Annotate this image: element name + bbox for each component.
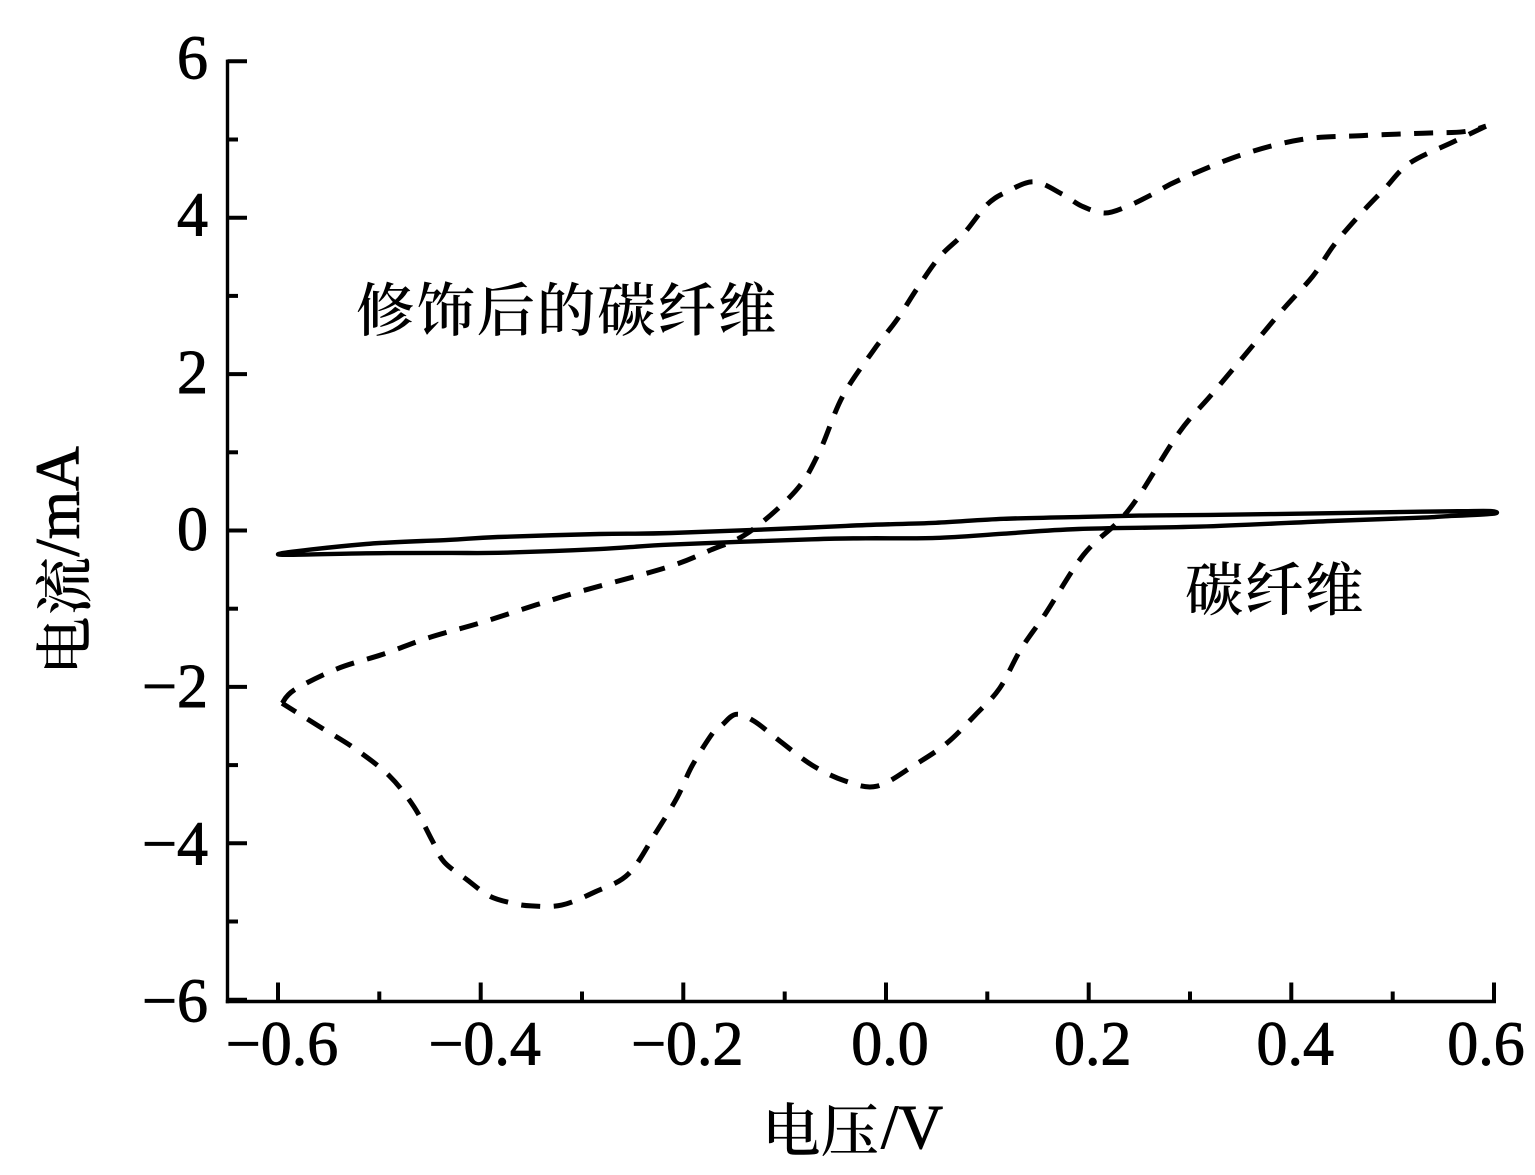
svg-text:0.2: 0.2 xyxy=(1054,1011,1132,1079)
svg-text:0.0: 0.0 xyxy=(851,1011,929,1079)
svg-text:−0.2: −0.2 xyxy=(631,1011,743,1079)
svg-text:0.6: 0.6 xyxy=(1447,1011,1525,1079)
svg-text:4: 4 xyxy=(177,182,208,250)
svg-text:/mA: /mA xyxy=(25,446,93,556)
svg-text:0: 0 xyxy=(177,496,208,564)
svg-text:−6: −6 xyxy=(142,968,208,1036)
svg-text:6: 6 xyxy=(177,24,208,92)
svg-text:−4: −4 xyxy=(142,811,208,879)
svg-text:0.4: 0.4 xyxy=(1257,1011,1335,1079)
svg-text:−0.6: −0.6 xyxy=(226,1011,338,1079)
svg-text:−0.4: −0.4 xyxy=(428,1011,540,1079)
svg-text:/V: /V xyxy=(881,1094,943,1162)
svg-text:2: 2 xyxy=(177,339,208,407)
svg-text:−2: −2 xyxy=(142,653,208,721)
